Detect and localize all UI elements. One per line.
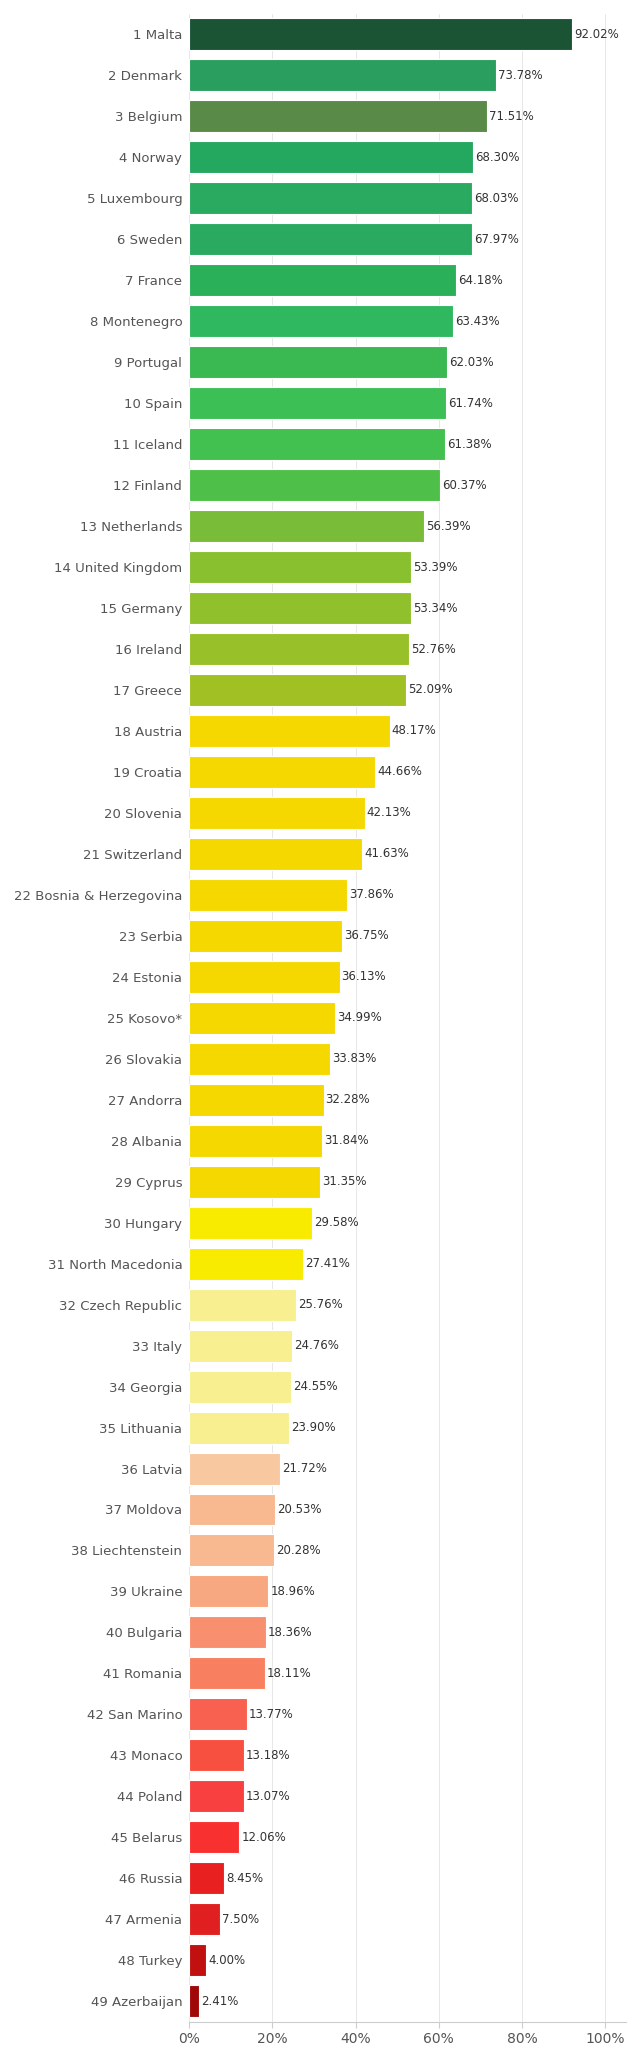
Text: 52.09%: 52.09%	[408, 684, 452, 696]
Bar	[189, 552, 412, 583]
Bar	[189, 264, 456, 297]
Text: 34.99%: 34.99%	[337, 1011, 381, 1024]
Bar	[189, 1821, 239, 1854]
Text: 53.39%: 53.39%	[413, 560, 458, 573]
Bar	[189, 1452, 280, 1485]
Text: 24.55%: 24.55%	[294, 1380, 338, 1393]
Text: 29.58%: 29.58%	[314, 1215, 359, 1230]
Text: 27.41%: 27.41%	[305, 1257, 350, 1271]
Bar	[189, 1739, 244, 1772]
Bar	[189, 921, 342, 952]
Bar	[189, 305, 453, 338]
Bar	[189, 101, 487, 132]
Text: 42.13%: 42.13%	[367, 805, 412, 820]
Text: 37.86%: 37.86%	[349, 888, 394, 902]
Text: 62.03%: 62.03%	[449, 356, 494, 369]
Text: 21.72%: 21.72%	[282, 1463, 326, 1475]
Text: 44.66%: 44.66%	[377, 766, 422, 779]
Bar	[189, 142, 474, 173]
Text: 68.30%: 68.30%	[476, 150, 520, 165]
Text: 60.37%: 60.37%	[442, 478, 487, 492]
Text: 61.74%: 61.74%	[448, 398, 493, 410]
Text: 12.06%: 12.06%	[241, 1831, 286, 1844]
Text: 52.76%: 52.76%	[411, 643, 456, 655]
Text: 64.18%: 64.18%	[458, 274, 503, 286]
Text: 33.83%: 33.83%	[332, 1053, 376, 1065]
Bar	[189, 838, 362, 869]
Bar	[189, 1494, 275, 1526]
Bar	[189, 1576, 268, 1607]
Bar	[189, 1658, 264, 1689]
Bar	[189, 632, 409, 665]
Bar	[189, 470, 440, 501]
Bar	[189, 1986, 199, 2017]
Bar	[189, 1290, 296, 1320]
Bar	[189, 797, 365, 828]
Text: 23.90%: 23.90%	[291, 1421, 335, 1434]
Text: 48.17%: 48.17%	[392, 725, 436, 737]
Text: 67.97%: 67.97%	[474, 233, 519, 245]
Bar	[189, 715, 390, 748]
Bar	[189, 1903, 220, 1934]
Text: 36.13%: 36.13%	[342, 970, 387, 983]
Bar	[189, 674, 406, 707]
Text: 20.28%: 20.28%	[276, 1545, 320, 1557]
Bar	[189, 756, 375, 787]
Text: 71.51%: 71.51%	[489, 109, 534, 124]
Text: 31.35%: 31.35%	[322, 1174, 366, 1189]
Text: 41.63%: 41.63%	[365, 847, 409, 861]
Bar	[189, 880, 347, 911]
Text: 25.76%: 25.76%	[298, 1298, 343, 1310]
Bar	[189, 387, 446, 418]
Bar	[189, 960, 340, 993]
Bar	[189, 1042, 330, 1075]
Bar	[189, 1411, 289, 1444]
Text: 7.50%: 7.50%	[223, 1914, 260, 1926]
Bar	[189, 346, 447, 379]
Bar	[189, 591, 411, 624]
Text: 13.07%: 13.07%	[246, 1790, 291, 1802]
Text: 53.34%: 53.34%	[413, 602, 458, 614]
Text: 92.02%: 92.02%	[574, 29, 619, 41]
Bar	[189, 19, 572, 49]
Bar	[189, 1125, 322, 1158]
Text: 56.39%: 56.39%	[426, 519, 470, 534]
Text: 63.43%: 63.43%	[455, 315, 500, 328]
Text: 8.45%: 8.45%	[227, 1873, 264, 1885]
Text: 20.53%: 20.53%	[276, 1504, 321, 1516]
Bar	[189, 511, 424, 542]
Text: 32.28%: 32.28%	[326, 1094, 370, 1106]
Bar	[189, 1945, 206, 1976]
Bar	[189, 60, 496, 91]
Text: 18.11%: 18.11%	[267, 1667, 312, 1679]
Bar	[189, 1084, 324, 1117]
Text: 31.84%: 31.84%	[324, 1135, 369, 1147]
Bar	[189, 1248, 303, 1279]
Text: 61.38%: 61.38%	[447, 437, 492, 451]
Bar	[189, 1862, 225, 1895]
Text: 13.77%: 13.77%	[248, 1708, 293, 1720]
Bar	[189, 428, 445, 459]
Text: 24.76%: 24.76%	[294, 1339, 339, 1351]
Text: 2.41%: 2.41%	[202, 1994, 239, 2008]
Bar	[189, 1166, 319, 1197]
Text: 68.03%: 68.03%	[474, 192, 519, 204]
Text: 73.78%: 73.78%	[499, 68, 543, 82]
Bar	[189, 1001, 335, 1034]
Bar	[189, 1617, 266, 1648]
Bar	[189, 1535, 273, 1566]
Bar	[189, 1329, 292, 1362]
Bar	[189, 1370, 291, 1403]
Text: 36.75%: 36.75%	[344, 929, 389, 941]
Text: 18.36%: 18.36%	[268, 1625, 312, 1640]
Text: 4.00%: 4.00%	[208, 1953, 245, 1967]
Bar	[189, 1207, 312, 1238]
Bar	[189, 1780, 244, 1813]
Bar	[189, 181, 472, 214]
Text: 13.18%: 13.18%	[246, 1749, 291, 1761]
Bar	[189, 1697, 246, 1730]
Bar	[189, 222, 472, 255]
Text: 18.96%: 18.96%	[270, 1584, 315, 1599]
